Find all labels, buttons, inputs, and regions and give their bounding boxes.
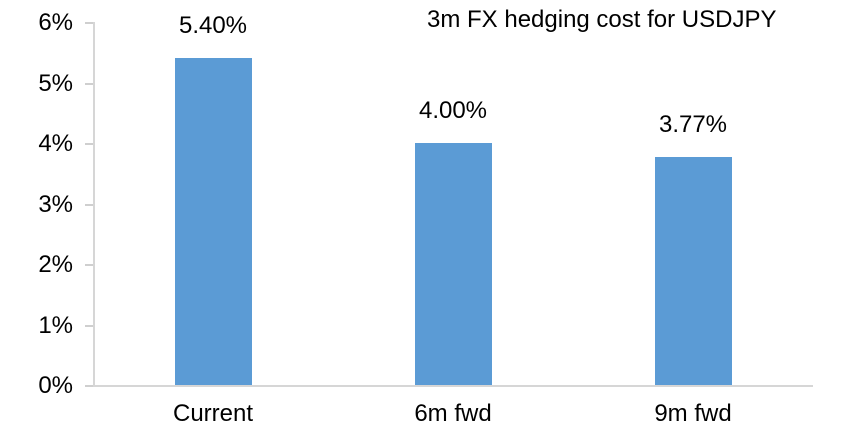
bar-9m-fwd: [654, 156, 732, 385]
y-axis-tick-label: 6%: [38, 9, 73, 36]
y-axis-tick-label: 2%: [38, 251, 73, 278]
y-axis-tick-label: 1%: [38, 311, 73, 339]
y-axis-tick-label: 5%: [38, 69, 73, 97]
y-axis-tick: [85, 385, 93, 387]
y-axis-tick: [85, 143, 93, 145]
x-axis-category-label: 9m fwd: [654, 400, 732, 427]
y-axis-tick-label: 3%: [38, 190, 73, 218]
y-axis-tick-label: 4%: [38, 130, 73, 157]
bar-6m-fwd: [414, 143, 492, 385]
y-axis-tick: [85, 264, 93, 266]
chart-title: 3m FX hedging cost for USDJPY: [427, 6, 777, 33]
bar-value-label: 3.77%: [658, 110, 728, 138]
y-axis-tick: [85, 82, 93, 85]
y-axis-tick: [85, 22, 93, 24]
x-axis-line: [93, 385, 813, 387]
y-axis-tick: [85, 324, 93, 327]
y-axis-tick: [85, 203, 93, 206]
y-axis-tick-label: 0%: [38, 372, 73, 399]
x-axis-category-label: Current: [172, 400, 254, 427]
x-axis-category-label: 6m fwd: [414, 400, 492, 427]
bar-value-label: 4.00%: [418, 97, 488, 124]
bar-value-label: 5.40%: [178, 12, 248, 40]
y-axis-line: [93, 22, 95, 387]
bar-current: [174, 58, 252, 385]
